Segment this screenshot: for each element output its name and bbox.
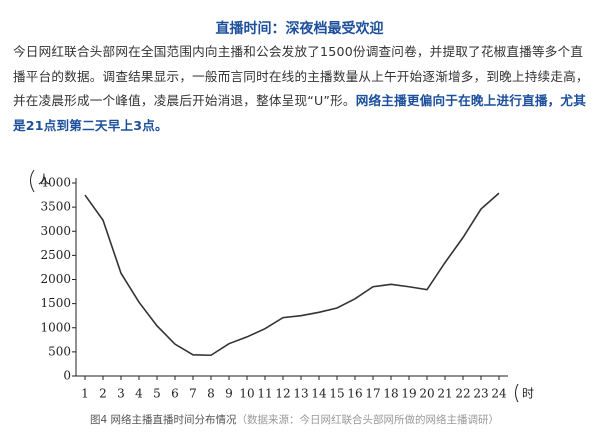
x-tick-label: 13 (293, 387, 308, 401)
x-tick-label: 6 (171, 387, 179, 401)
x-tick-label: 10 (239, 387, 254, 401)
y-tick-label: 1500 (40, 296, 71, 310)
y-tick-label: 500 (48, 344, 71, 358)
y-tick-label: 1000 (40, 320, 71, 334)
caption-figure: 图4 网络主播直播时间分布情况 (90, 414, 237, 426)
x-tick-label: 7 (189, 387, 197, 401)
paragraph-text: 今日网红联合头部网在全国范围内向主播和公会发放了1500份调查问卷，并提取了花椒… (13, 44, 589, 108)
x-tick-label: 18 (383, 387, 398, 401)
x-tick-label: 21 (437, 387, 452, 401)
y-tick-label: 3500 (40, 200, 71, 214)
paragraph-highlight: 网络主播更偏向于在晚上进行直播，尤其是21点到第二天早上3点。 (13, 93, 587, 133)
x-tick-label: 5 (153, 387, 161, 401)
caption-source: （数据来源：今日网红联合头部网所做的网络主播调研） (236, 414, 500, 426)
x-tick-label: 4 (135, 387, 143, 401)
y-axis-label: 人 (38, 173, 50, 187)
x-unit-bracket (515, 383, 519, 403)
caption: 图4 网络主播直播时间分布情况（数据来源：今日网红联合头部网所做的网络主播调研） (90, 412, 499, 427)
x-tick-label: 23 (473, 387, 488, 401)
x-tick-label: 19 (401, 387, 416, 401)
x-tick-label: 17 (365, 387, 380, 401)
x-tick-label: 16 (347, 387, 362, 401)
x-tick-label: 9 (225, 387, 233, 401)
y-tick-label: 2500 (40, 248, 71, 262)
y-tick-label: 2000 (40, 272, 71, 286)
x-tick-label: 22 (455, 387, 470, 401)
paragraph: 今日网红联合头部网在全国范围内向主播和公会发放了1500份调查问卷，并提取了花椒… (13, 40, 589, 138)
y-unit-bracket (30, 169, 35, 193)
x-tick-label: 11 (257, 387, 272, 401)
x-tick-label: 8 (207, 387, 215, 401)
x-tick-label: 1 (81, 387, 89, 401)
y-tick-label: 3000 (40, 224, 71, 238)
y-tick-label: 0 (63, 369, 71, 383)
x-tick-label: 2 (99, 387, 107, 401)
x-tick-label: 15 (329, 387, 344, 401)
x-tick-label: 14 (311, 387, 327, 401)
x-tick-label: 12 (275, 387, 290, 401)
data-line (84, 192, 500, 357)
x-tick-label: 3 (117, 387, 125, 401)
x-tick-label: 20 (419, 387, 434, 401)
y-tick-label: 4000 (40, 176, 71, 190)
x-axis-label: 时 (522, 387, 534, 401)
title: 直播时间：深夜档最受欢迎 (215, 21, 384, 37)
x-tick-label: 24 (491, 387, 507, 401)
